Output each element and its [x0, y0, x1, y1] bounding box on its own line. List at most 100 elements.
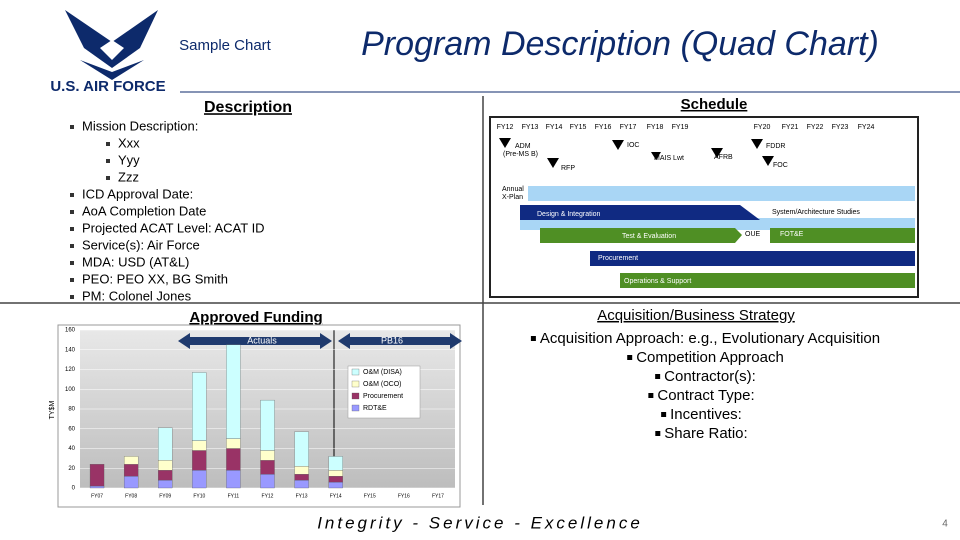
x-tick-label: FY17	[432, 493, 444, 499]
bullet	[70, 244, 74, 248]
heading: Description	[204, 99, 292, 116]
y-tick-label: 40	[68, 446, 75, 452]
legend-swatch	[351, 380, 360, 388]
bar-segment	[89, 464, 105, 487]
legend-label: Procurement	[363, 393, 403, 400]
year-label: FY16	[595, 124, 612, 131]
milestone-label: FDDR	[766, 143, 785, 150]
bullet	[70, 261, 74, 265]
bar-segment	[89, 485, 105, 489]
bullet	[655, 374, 661, 379]
bar-segment	[123, 464, 139, 477]
bar-segment	[192, 450, 207, 471]
heading: Approved Funding	[189, 309, 322, 326]
activity-label: Procurement	[598, 255, 638, 262]
activity-bar	[540, 228, 742, 243]
year-label: FY21	[782, 124, 799, 131]
period-label: Actuals	[247, 335, 277, 345]
strategy-item: Share Ratio:	[664, 425, 747, 442]
bullet	[70, 193, 74, 197]
activity-bar	[528, 186, 915, 201]
x-tick-label: FY12	[262, 493, 274, 499]
x-tick-label: FY14	[330, 493, 342, 499]
activity-label: OUE	[745, 231, 761, 238]
description-item: ICD Approval Date:	[82, 186, 193, 201]
year-label: FY24	[858, 124, 875, 131]
bar-segment	[226, 448, 241, 471]
bar-segment	[294, 431, 309, 467]
bullet	[648, 393, 654, 398]
activity-bar	[520, 218, 915, 230]
title: Program Description (Quad Chart)	[361, 25, 879, 63]
year-label: FY17	[620, 124, 637, 131]
year-label: FY20	[754, 124, 771, 131]
year-label: FY12	[497, 124, 514, 131]
legend-label: O&M (OCO)	[363, 381, 402, 388]
legend-swatch	[351, 392, 360, 400]
y-tick-label: 160	[65, 328, 76, 334]
bar-segment	[328, 456, 343, 471]
strategy-item: Competition Approach	[636, 349, 784, 366]
y-tick-label: 140	[65, 347, 76, 353]
y-tick-label: 80	[68, 407, 75, 413]
heading: Acquisition/Business Strategy	[597, 307, 795, 324]
description-item: Yyy	[118, 152, 140, 167]
activity-label: FOT&E	[780, 231, 804, 238]
bar-segment	[158, 460, 173, 471]
description-item: AoA Completion Date	[82, 203, 206, 218]
page-number: 4	[942, 519, 948, 530]
bullet	[70, 125, 74, 129]
x-tick-label: FY11	[228, 493, 240, 499]
x-tick-label: FY13	[296, 493, 308, 499]
motto: Integrity - Service - Excellence	[317, 513, 643, 532]
activity-label: X-Plan	[502, 194, 523, 201]
description-item: PM: Colonel Jones	[82, 288, 192, 303]
year-label: FY23	[832, 124, 849, 131]
bullet	[530, 336, 536, 341]
year-label: FY13	[522, 124, 539, 131]
period-arrow	[178, 333, 332, 349]
legend-swatch	[351, 368, 360, 376]
description-item: Service(s): Air Force	[82, 237, 200, 252]
bar-segment	[226, 438, 241, 449]
milestone-label: (Pre-MS B)	[503, 151, 538, 158]
legend-box	[347, 365, 421, 419]
period-arrow	[338, 333, 462, 349]
bar-segment	[192, 372, 207, 441]
bullet	[627, 355, 633, 360]
bar-segment	[260, 474, 275, 489]
bullet	[661, 412, 667, 417]
x-tick-label: FY08	[125, 493, 137, 499]
bar-segment	[328, 481, 343, 489]
y-tick-label: 60	[68, 426, 75, 432]
bullet	[70, 227, 74, 231]
y-axis-label: TY$M	[49, 400, 56, 419]
chart: 0 20 40 60 80 100 120 140 160 FY07 FY08 FY09 FY10 FY1…	[65, 328, 455, 499]
milestone-label: FOC	[773, 162, 788, 169]
bar-segment	[328, 475, 343, 483]
description-item: PEO: PEO XX, BG Smith	[82, 271, 228, 286]
period-label: PB16	[381, 335, 403, 345]
bullet	[70, 295, 74, 299]
y-tick-label: 20	[68, 466, 75, 472]
bar-segment	[260, 399, 275, 451]
y-tick-label: 120	[65, 367, 76, 373]
activity-bar	[590, 251, 915, 266]
activity-label: Test & Evaluation	[622, 233, 676, 240]
bullet	[70, 278, 74, 282]
year-label: FY18	[647, 124, 664, 131]
bullet	[106, 176, 110, 180]
bar-segment	[294, 479, 309, 489]
bar-segment	[158, 479, 173, 489]
bar-segment	[123, 456, 139, 465]
bar-segment	[192, 470, 207, 489]
strategy-item: Contractor(s):	[664, 368, 756, 385]
activity-bar	[620, 273, 915, 288]
bar-segment	[260, 460, 275, 475]
legend-label: O&M (DISA)	[363, 369, 402, 376]
heading: Schedule	[681, 96, 748, 113]
activity-label: Annual	[502, 186, 524, 193]
strategy-item: Contract Type:	[657, 387, 754, 404]
x-tick-label: FY16	[398, 493, 410, 499]
year-label: FY14	[546, 124, 563, 131]
